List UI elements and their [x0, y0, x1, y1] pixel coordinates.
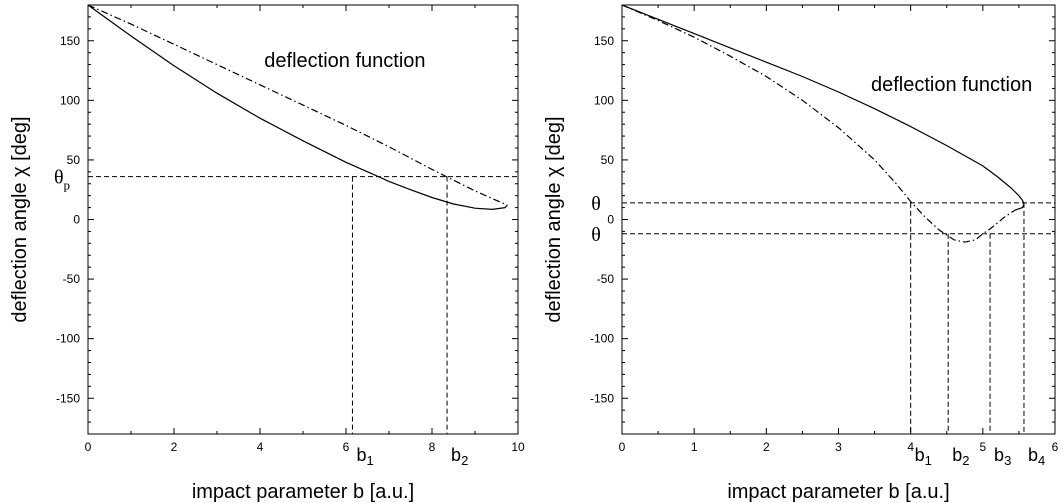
- x-tick-label: 6: [1052, 440, 1059, 454]
- y-tick-label: 0: [607, 213, 614, 227]
- y-tick-label: 0: [73, 213, 80, 227]
- series-line-solid: [621, 4, 1025, 211]
- y-tick-label: -100: [56, 332, 80, 346]
- y-tick-label: -50: [63, 272, 81, 286]
- series-line-dashdot: [621, 4, 1016, 243]
- chart-annotation: deflection function: [871, 74, 1032, 96]
- reference-label: b1: [915, 445, 932, 468]
- x-tick-label: 3: [835, 440, 842, 454]
- reference-label-sub: 1: [925, 453, 932, 468]
- x-tick-label: 6: [343, 440, 350, 454]
- y-tick-label: 50: [67, 153, 81, 167]
- x-axis-label: impact parameter b [a.u.]: [192, 481, 414, 503]
- reference-label: b2: [451, 445, 468, 468]
- x-tick-label: 0: [619, 440, 626, 454]
- x-tick-label: 8: [429, 440, 436, 454]
- y-tick-label: 150: [594, 34, 614, 48]
- reference-label-sub: p: [64, 178, 71, 193]
- y-tick-label: 50: [601, 153, 615, 167]
- chart-panel-1: 0 2 4 6 8 10 150 100 50 0 -50 -100 -150 impact parame…: [9, 4, 525, 503]
- reference-label: b2: [952, 445, 969, 468]
- reference-label-sub: 2: [962, 453, 969, 468]
- x-tick-label: 5: [979, 440, 986, 454]
- x-tick-label: 10: [511, 440, 525, 454]
- y-tick-label: 150: [60, 34, 80, 48]
- y-tick-label: -50: [597, 272, 615, 286]
- reference-label-sub: 4: [1038, 453, 1045, 468]
- reference-label-sub: 2: [461, 453, 468, 468]
- y-axis-label: deflection angle χ [deg]: [9, 116, 31, 322]
- reference-label-sub: 3: [1004, 453, 1011, 468]
- y-tick-label: 100: [594, 93, 614, 107]
- plot-frame: [621, 4, 1056, 435]
- x-tick-label: 4: [907, 440, 914, 454]
- reference-label: b3: [994, 445, 1011, 468]
- reference-label: θp: [54, 167, 70, 193]
- y-tick-label: -150: [590, 391, 614, 405]
- x-tick-label: 4: [257, 440, 264, 454]
- y-tick-label: -100: [590, 332, 614, 346]
- x-tick-label: 0: [85, 440, 92, 454]
- series-line-solid: [87, 4, 508, 210]
- x-axis-label: impact parameter b [a.u.]: [727, 481, 949, 503]
- y-axis-label: deflection angle χ [deg]: [543, 116, 565, 322]
- reference-label: b1: [356, 445, 373, 468]
- x-tick-label: 1: [691, 440, 698, 454]
- x-tick-label: 2: [763, 440, 770, 454]
- series-line-dashdot: [87, 4, 508, 206]
- x-tick-label: 2: [171, 440, 178, 454]
- chart-annotation: deflection function: [264, 50, 425, 72]
- y-tick-label: 100: [60, 93, 80, 107]
- reference-label: θ: [591, 193, 601, 215]
- y-tick-label: -150: [56, 391, 80, 405]
- reference-label: θ: [591, 224, 601, 246]
- reference-label-sub: 1: [366, 453, 373, 468]
- reference-label: b4: [1028, 445, 1045, 468]
- chart-panel-2: 0 1 2 3 4 5 6 150 100 50 0 -50 -100 -150 impact parame…: [543, 4, 1059, 503]
